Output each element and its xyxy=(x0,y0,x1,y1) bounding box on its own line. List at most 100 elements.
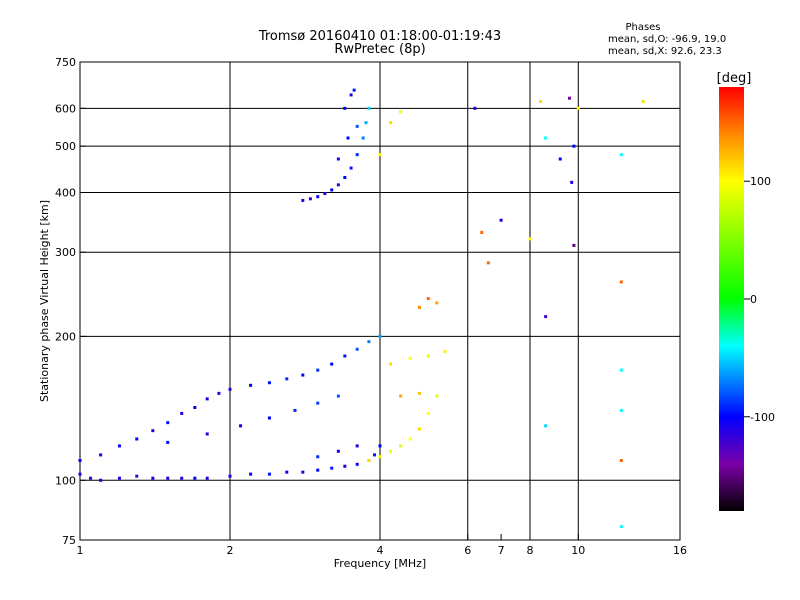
data-point xyxy=(343,464,347,468)
data-point xyxy=(355,124,359,128)
data-point xyxy=(399,444,403,448)
data-point xyxy=(349,166,353,170)
stats-line-x: mean, sd,X: 92.6, 23.3 xyxy=(608,46,722,57)
data-point xyxy=(117,476,121,480)
data-point xyxy=(267,472,271,476)
data-point xyxy=(361,136,365,140)
data-point xyxy=(343,175,347,179)
data-point xyxy=(364,121,368,125)
data-point xyxy=(228,387,232,391)
data-point xyxy=(316,455,320,459)
data-point xyxy=(193,405,197,409)
data-point xyxy=(399,110,403,114)
data-point xyxy=(336,449,340,453)
data-point xyxy=(619,408,623,412)
data-point xyxy=(480,230,484,234)
x-axis-ticks: 1 2 4 6 7 8 10 16 xyxy=(77,534,687,557)
data-point xyxy=(301,470,305,474)
data-point xyxy=(399,394,403,398)
data-point xyxy=(528,237,532,241)
data-point xyxy=(117,444,121,448)
x-tick-label: 8 xyxy=(527,544,534,557)
x-tick-label: 7 xyxy=(498,544,505,557)
data-points xyxy=(78,88,645,529)
x-tick-label: 2 xyxy=(227,544,234,557)
data-point xyxy=(267,381,271,385)
data-point xyxy=(267,416,271,420)
data-point xyxy=(367,340,371,344)
data-point xyxy=(355,462,359,466)
data-point xyxy=(166,421,170,425)
data-point xyxy=(285,377,289,381)
data-point xyxy=(180,411,184,415)
data-point xyxy=(378,334,382,338)
colorbar xyxy=(719,87,744,511)
data-point xyxy=(619,525,623,529)
y-tick-label: 100 xyxy=(55,474,76,487)
data-point xyxy=(435,301,439,305)
data-point xyxy=(619,458,623,462)
stats-line-o: mean, sd,O: -96.9, 19.0 xyxy=(608,34,726,45)
data-point xyxy=(378,153,382,157)
data-point xyxy=(570,180,574,184)
data-point xyxy=(389,449,393,453)
data-point xyxy=(99,478,103,482)
data-point xyxy=(417,391,421,395)
data-point xyxy=(417,427,421,431)
data-point xyxy=(343,106,347,110)
data-point xyxy=(135,474,139,478)
data-point xyxy=(619,368,623,372)
data-point xyxy=(205,432,209,436)
colorbar-tick-label: 0 xyxy=(750,293,757,306)
y-tick-label: 200 xyxy=(55,330,76,343)
data-point xyxy=(378,444,382,448)
colorbar-tick-label: 100 xyxy=(750,175,771,188)
data-point xyxy=(323,192,327,196)
data-point xyxy=(249,472,253,476)
colorbar-ticks: 100 0 -100 xyxy=(744,175,775,424)
chart-subtitle: RwPretec (8p) xyxy=(334,42,425,57)
data-point xyxy=(355,444,359,448)
data-point xyxy=(135,437,139,441)
data-point xyxy=(435,394,439,398)
data-point xyxy=(293,408,297,412)
data-point xyxy=(426,297,430,301)
data-point xyxy=(367,106,371,110)
data-point xyxy=(473,106,477,110)
data-point xyxy=(355,153,359,157)
data-point xyxy=(343,354,347,358)
data-point xyxy=(316,368,320,372)
data-point xyxy=(389,362,393,366)
data-point xyxy=(355,347,359,351)
data-point xyxy=(151,476,155,480)
grid-lines xyxy=(80,62,680,540)
data-point xyxy=(166,476,170,480)
data-point xyxy=(619,153,623,157)
data-point xyxy=(567,96,571,100)
chart-title: Tromsø 20160410 01:18:00-01:19:43 xyxy=(258,29,501,44)
data-point xyxy=(539,100,543,104)
data-point xyxy=(78,472,82,476)
data-point xyxy=(544,136,548,140)
data-point xyxy=(352,88,356,92)
data-point xyxy=(349,93,353,97)
data-point xyxy=(316,401,320,405)
y-tick-label: 600 xyxy=(55,102,76,115)
data-point xyxy=(389,121,393,125)
data-point xyxy=(330,466,334,470)
data-point xyxy=(426,354,430,358)
x-tick-label: 16 xyxy=(673,544,687,557)
y-tick-label: 75 xyxy=(62,534,76,547)
data-point xyxy=(443,349,447,353)
data-point xyxy=(166,440,170,444)
x-axis-label: Frequency [MHz] xyxy=(334,557,426,570)
data-point xyxy=(499,218,503,222)
colorbar-tick-label: -100 xyxy=(750,411,775,424)
data-point xyxy=(346,136,350,140)
data-point xyxy=(486,261,490,265)
colorbar-label: [deg] xyxy=(717,71,752,86)
data-point xyxy=(336,183,340,187)
data-point xyxy=(426,411,430,415)
data-point xyxy=(228,474,232,478)
